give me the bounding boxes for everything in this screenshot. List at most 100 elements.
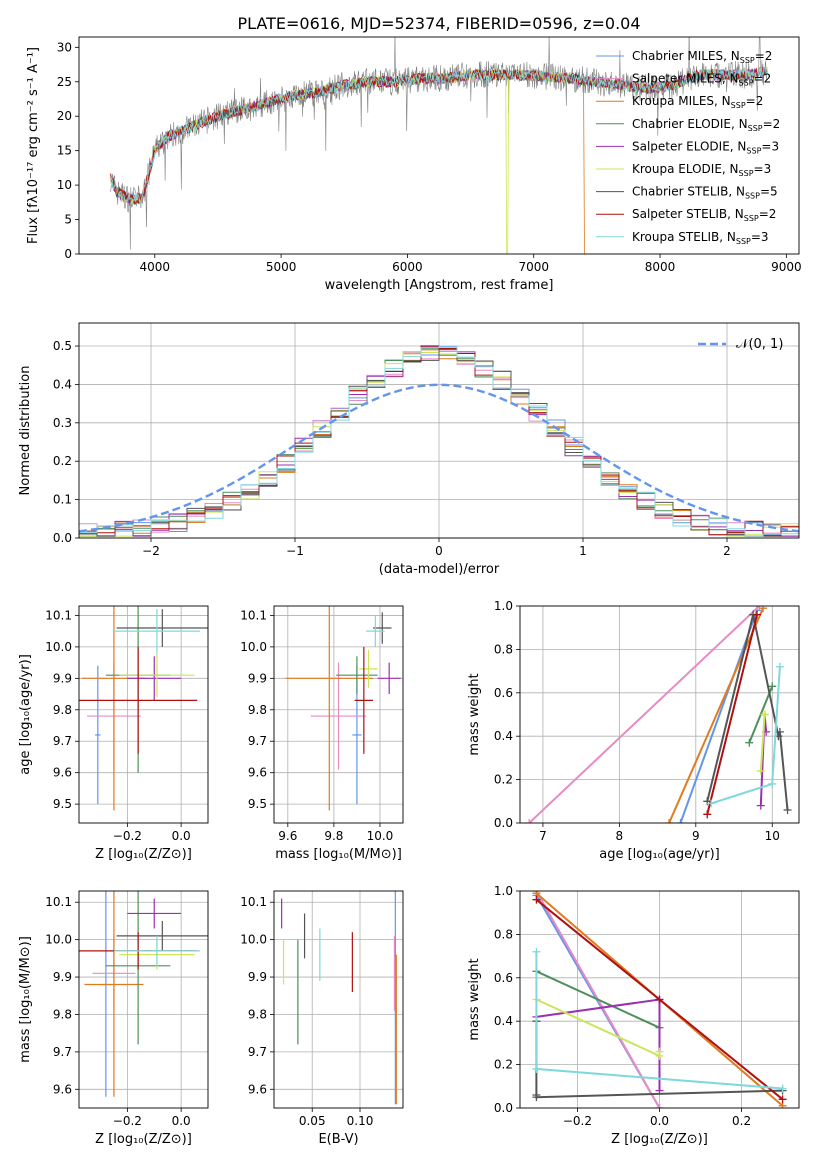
weight-marker-salpeter-miles bbox=[525, 819, 534, 823]
plot-area bbox=[79, 345, 799, 537]
legend-entry-kroupa-miles: Kroupa MILES, NSSP=2 bbox=[632, 94, 763, 110]
y-axis-label: age [log₁₀(age/yr)] bbox=[18, 654, 33, 775]
plot-area bbox=[110, 37, 768, 254]
weight-marker-kroupa-stelib bbox=[768, 779, 777, 788]
x-tick-label: −0.2 bbox=[113, 829, 142, 843]
plot-area bbox=[281, 891, 397, 1105]
y-tick-label: 0.0 bbox=[494, 1101, 513, 1115]
y-tick-label: 0.0 bbox=[53, 531, 72, 545]
y-tick-label: 9.8 bbox=[53, 1007, 72, 1021]
x-tick-label: 0.05 bbox=[299, 1114, 326, 1128]
y-tick-label: 9.8 bbox=[248, 1007, 267, 1021]
y-tick-label: 1.0 bbox=[494, 884, 513, 898]
point-chabrier-elodie bbox=[336, 656, 378, 695]
x-tick-label: 7000 bbox=[518, 260, 549, 274]
weight-marker-chabrier-stelib bbox=[783, 805, 792, 814]
legend-entry-kroupa-stelib: Kroupa STELIB, NSSP=3 bbox=[632, 230, 769, 246]
y-tick-label: 0.6 bbox=[494, 971, 513, 985]
y-tick-label: 0.1 bbox=[53, 493, 72, 507]
panel-age_vs_mass: 9.6 9.8 10.0 9.5 9.6 9.7 9.8 9.9 10.0 10.1 mass [l… bbox=[240, 605, 404, 862]
x-axis-label: Z [log₁₀(Z/Z⊙)] bbox=[95, 1132, 192, 1147]
point-kroupa-stelib bbox=[366, 615, 385, 647]
axes-frame bbox=[273, 890, 404, 1109]
point-kroupa-elodie bbox=[359, 650, 378, 688]
y-tick-label: 9.9 bbox=[53, 671, 72, 685]
x-tick-label: 1 bbox=[579, 544, 587, 558]
y-tick-label: 9.7 bbox=[53, 734, 72, 748]
axes-frame bbox=[78, 605, 209, 824]
y-axis-label: mass weight bbox=[467, 673, 482, 755]
point-kroupa-stelib bbox=[113, 609, 200, 654]
panel-spectrum: 4000 5000 6000 7000 8000 9000 0 5 10 15 20 25 30 wave… bbox=[26, 36, 802, 293]
y-axis-label: Flux [fλ10⁻¹⁷ erg cm⁻² s⁻¹ A⁻¹] bbox=[26, 47, 41, 244]
point-salpeter-elodie bbox=[127, 898, 182, 929]
x-tick-label: 8 bbox=[616, 829, 624, 843]
x-tick-label: 0.0 bbox=[650, 1114, 669, 1128]
y-tick-label: 10 bbox=[57, 178, 72, 192]
x-tick-label: 8000 bbox=[645, 260, 676, 274]
y-tick-label: 9.8 bbox=[248, 703, 267, 717]
plot-area bbox=[525, 606, 792, 823]
y-axis-label: mass weight bbox=[467, 958, 482, 1040]
y-tick-label: 10.1 bbox=[45, 895, 72, 909]
weight-line-chabrier-elodie bbox=[535, 970, 660, 1029]
y-tick-label: 20 bbox=[57, 109, 72, 123]
x-tick-label: 4000 bbox=[140, 260, 171, 274]
panel-mass_vs_ebv: 0.05 0.10 9.6 9.7 9.8 9.9 10.0 10.1 E(B-V) bbox=[240, 890, 404, 1147]
axes-frame bbox=[78, 322, 800, 539]
y-tick-label: 25 bbox=[57, 75, 72, 89]
x-tick-label: 10.0 bbox=[367, 829, 394, 843]
y-tick-label: 0.0 bbox=[494, 816, 513, 830]
weight-marker-kroupa-stelib bbox=[532, 947, 541, 956]
y-tick-label: 15 bbox=[57, 144, 72, 158]
y-tick-label: 10.1 bbox=[240, 608, 267, 622]
y-axis-label: Normed distribution bbox=[18, 366, 33, 496]
weight-line-chabrier-miles bbox=[679, 609, 758, 823]
x-tick-label: −0.2 bbox=[563, 1114, 592, 1128]
legend-entry-salpeter-stelib: Salpeter STELIB, NSSP=2 bbox=[632, 207, 776, 223]
x-tick-label: 0.0 bbox=[172, 1114, 191, 1128]
x-tick-label: 9.6 bbox=[278, 829, 297, 843]
y-tick-label: 0.8 bbox=[494, 642, 513, 656]
y-tick-label: 9.6 bbox=[53, 766, 72, 780]
y-tick-label: 10.0 bbox=[240, 640, 267, 654]
y-tick-label: 0.6 bbox=[494, 686, 513, 700]
y-tick-label: 0.4 bbox=[494, 1014, 513, 1028]
y-tick-label: 9.9 bbox=[248, 671, 267, 685]
weight-line-kroupa-elodie bbox=[759, 714, 766, 771]
x-tick-label: 0 bbox=[435, 544, 443, 558]
point-salpeter-stelib bbox=[79, 646, 198, 754]
legend-entry-salpeter-miles: Salpeter MILES, NSSP=2 bbox=[632, 72, 771, 88]
y-tick-label: 9.8 bbox=[53, 703, 72, 717]
x-axis-label: wavelength [Angstrom, rest frame] bbox=[325, 278, 554, 293]
panel-weight_vs_Z: −0.2 0.0 0.2 0.0 0.2 0.4 0.6 0.8 1.0 Z [log₁₀(Z/Z… bbox=[467, 884, 800, 1147]
x-tick-label: 2 bbox=[723, 544, 731, 558]
weight-marker-chabrier-elodie bbox=[745, 738, 754, 747]
panel-age_vs_Z: −0.2 0.0 9.5 9.6 9.7 9.8 9.9 10.0 10.1 Z [log₁₀(Z… bbox=[18, 605, 209, 862]
weight-marker-kroupa-stelib bbox=[532, 1064, 541, 1073]
y-tick-label: 0.2 bbox=[53, 454, 72, 468]
legend-entry-kroupa-elodie: Kroupa ELODIE, NSSP=3 bbox=[632, 162, 771, 178]
x-axis-label: Z [log₁₀(Z/Z⊙)] bbox=[95, 847, 192, 862]
y-tick-label: 10.0 bbox=[45, 933, 72, 947]
axes-frame bbox=[78, 890, 209, 1109]
y-tick-label: 10.1 bbox=[45, 608, 72, 622]
spectrum-legend: Chabrier MILES, NSSP=2 Salpeter MILES, NS… bbox=[596, 49, 780, 246]
weight-marker-salpeter-stelib bbox=[655, 995, 664, 1004]
y-axis-label: mass [log₁₀(M/M⊙)] bbox=[18, 936, 33, 1063]
x-tick-label: 10 bbox=[765, 829, 780, 843]
point-kroupa-stelib bbox=[113, 935, 200, 966]
weight-marker-chabrier-miles bbox=[676, 819, 685, 823]
plot-area bbox=[285, 606, 401, 811]
y-tick-label: 9.7 bbox=[53, 1045, 72, 1059]
x-tick-label: 9 bbox=[692, 829, 700, 843]
weight-marker-salpeter-stelib bbox=[703, 810, 712, 819]
weight-marker-kroupa-stelib bbox=[778, 1084, 787, 1093]
point-kroupa-elodie bbox=[119, 653, 195, 698]
y-tick-label: 0.3 bbox=[53, 416, 72, 430]
axes-frame bbox=[519, 605, 800, 824]
weight-marker-kroupa-miles bbox=[665, 819, 674, 823]
normal-reference-curve bbox=[79, 383, 799, 533]
point-salpeter-elodie bbox=[377, 662, 401, 695]
legend-entry-chabrier-stelib: Chabrier STELIB, NSSP=5 bbox=[632, 185, 778, 201]
